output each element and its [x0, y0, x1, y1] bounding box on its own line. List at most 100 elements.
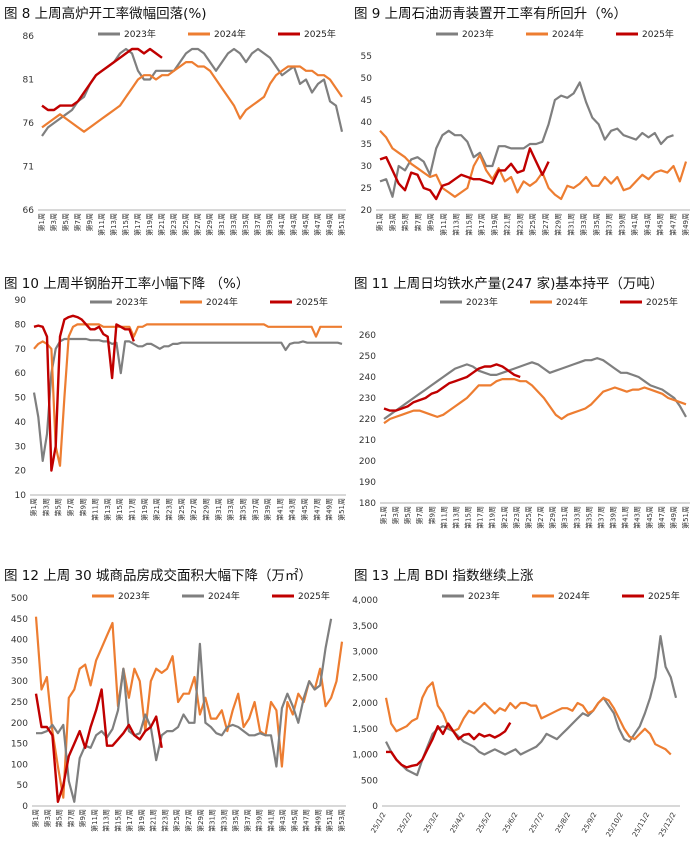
- legend-label: 2023年: [462, 28, 494, 40]
- x-tick-label: 第47周: [312, 498, 321, 521]
- x-tick-label: 第51周: [681, 506, 690, 529]
- x-tick-label: 第11周: [439, 213, 448, 236]
- x-tick-label: 第13周: [103, 498, 112, 521]
- x-tick-label: 第1周: [29, 498, 38, 516]
- x-tick-label: 第27周: [189, 498, 198, 521]
- y-tick-label: 30: [15, 442, 27, 452]
- legend-label: 2024年: [556, 296, 588, 308]
- x-tick-label: 25/7/2: [528, 811, 546, 835]
- x-tick-label: 第27周: [541, 213, 550, 236]
- x-tick-label: 第13周: [109, 213, 118, 236]
- series-line-2023年: [34, 616, 344, 799]
- x-tick-label: 第15周: [464, 506, 473, 529]
- x-tick-label: 25/4/2: [449, 811, 467, 835]
- y-tick-label: 50: [361, 74, 373, 84]
- x-tick-label: 第31周: [208, 809, 217, 832]
- legend-label: 2025年: [648, 590, 680, 602]
- y-tick-label: 20: [15, 467, 27, 477]
- x-tick-label: 25/11/2: [631, 811, 651, 838]
- x-tick-label: 第45周: [301, 213, 310, 236]
- x-tick-label: 第3周: [43, 809, 52, 827]
- series-line-2024年: [379, 130, 688, 201]
- x-tick-label: 25/1/2: [370, 811, 388, 835]
- series-line-2023年: [32, 337, 343, 462]
- y-tick-label: 81: [23, 76, 34, 86]
- x-tick-label: 第35周: [592, 213, 601, 236]
- legend-label: 2023年: [116, 296, 148, 308]
- x-tick-label: 第9周: [426, 213, 435, 231]
- x-tick-label: 第23周: [169, 213, 178, 236]
- chart-panel-11: 图 11 上周日均铁水产量(247 家)基本持平（万吨） 2023年 2024年 2…: [350, 270, 700, 540]
- x-tick-label: 第17周: [133, 213, 142, 236]
- x-tick-label: 第29周: [548, 506, 557, 529]
- y-tick-label: 400: [11, 636, 28, 646]
- series-line-2025年: [34, 688, 163, 804]
- y-tick-label: 230: [359, 394, 376, 404]
- y-tick-label: 350: [11, 656, 28, 666]
- y-tick-label: 4,000: [352, 596, 378, 606]
- x-tick-label: 第41周: [266, 809, 275, 832]
- y-tick-label: 71: [23, 163, 34, 173]
- x-tick-label: 第23周: [165, 498, 174, 521]
- y-tick-label: 100: [11, 760, 28, 770]
- y-tick-label: 200: [359, 457, 376, 467]
- x-tick-label: 第49周: [325, 213, 334, 236]
- chart-title: 图 12 上周 30 城商品房成交面积大幅下降（万㎡）: [4, 568, 313, 584]
- x-tick-label: 第5周: [403, 506, 412, 524]
- x-tick-label: 第41周: [630, 213, 639, 236]
- x-tick-label: 第49周: [681, 213, 690, 236]
- x-tick-label: 第33周: [229, 213, 238, 236]
- x-tick-label: 第47周: [313, 213, 322, 236]
- x-tick-label: 第39周: [263, 498, 272, 521]
- x-tick-label: 第33周: [219, 809, 228, 832]
- legend-label: 2024年: [208, 590, 240, 602]
- series-line-2025年: [33, 314, 135, 472]
- x-tick-label: 第33周: [226, 498, 235, 521]
- x-tick-label: 第37周: [605, 213, 614, 236]
- x-tick-label: 第31周: [217, 213, 226, 236]
- y-tick-label: 450: [11, 615, 28, 625]
- x-tick-label: 第25周: [528, 213, 537, 236]
- x-tick-label: 第3周: [388, 213, 397, 231]
- x-tick-label: 第53周: [337, 809, 346, 832]
- x-tick-label: 25/3/2: [422, 811, 440, 835]
- x-tick-label: 第49周: [313, 809, 322, 832]
- x-tick-label: 第21周: [149, 809, 158, 832]
- x-tick-label: 第43周: [289, 213, 298, 236]
- chart-panel-12: 图 12 上周 30 城商品房成交面积大幅下降（万㎡） 2023年 2024年 20…: [0, 562, 350, 846]
- x-tick-label: 第45周: [290, 809, 299, 832]
- x-tick-label: 第37周: [251, 498, 260, 521]
- y-tick-label: 40: [361, 118, 373, 128]
- x-tick-label: 第35周: [241, 213, 250, 236]
- x-tick-label: 第19周: [145, 213, 154, 236]
- x-tick-label: 第1周: [37, 213, 46, 231]
- y-tick-label: 40: [15, 418, 27, 428]
- chart-panel-9: 图 9 上周石油沥青装置开工率有所回升（%） 2023年 2024年 2025年 20…: [350, 0, 700, 280]
- y-tick-label: 35: [361, 140, 372, 150]
- y-tick-label: 66: [23, 206, 35, 216]
- x-tick-label: 第43周: [633, 506, 642, 529]
- x-tick-label: 第1周: [31, 809, 40, 827]
- x-tick-label: 25/8/2: [554, 811, 572, 835]
- y-tick-label: 200: [11, 719, 28, 729]
- series-line-2023年: [379, 81, 674, 198]
- x-tick-label: 第7周: [413, 213, 422, 231]
- y-tick-label: 3,000: [352, 648, 378, 658]
- series-line-2024年: [41, 60, 343, 133]
- x-tick-label: 第3周: [49, 213, 58, 231]
- x-tick-label: 第11周: [91, 498, 100, 521]
- x-tick-label: 第51周: [337, 498, 346, 521]
- x-tick-label: 第15周: [464, 213, 473, 236]
- y-tick-label: 1,500: [352, 725, 378, 735]
- x-tick-label: 第31周: [566, 213, 575, 236]
- y-tick-label: 0: [22, 802, 28, 812]
- x-tick-label: 第29周: [196, 809, 205, 832]
- y-tick-label: 10: [15, 491, 27, 501]
- x-tick-label: 第15周: [115, 498, 124, 521]
- x-tick-label: 第3周: [391, 506, 400, 524]
- x-tick-label: 第47周: [302, 809, 311, 832]
- legend-label: 2023年: [466, 296, 498, 308]
- x-tick-label: 第47周: [657, 506, 666, 529]
- legend-label: 2024年: [214, 28, 246, 40]
- legend-label: 2025年: [304, 28, 336, 40]
